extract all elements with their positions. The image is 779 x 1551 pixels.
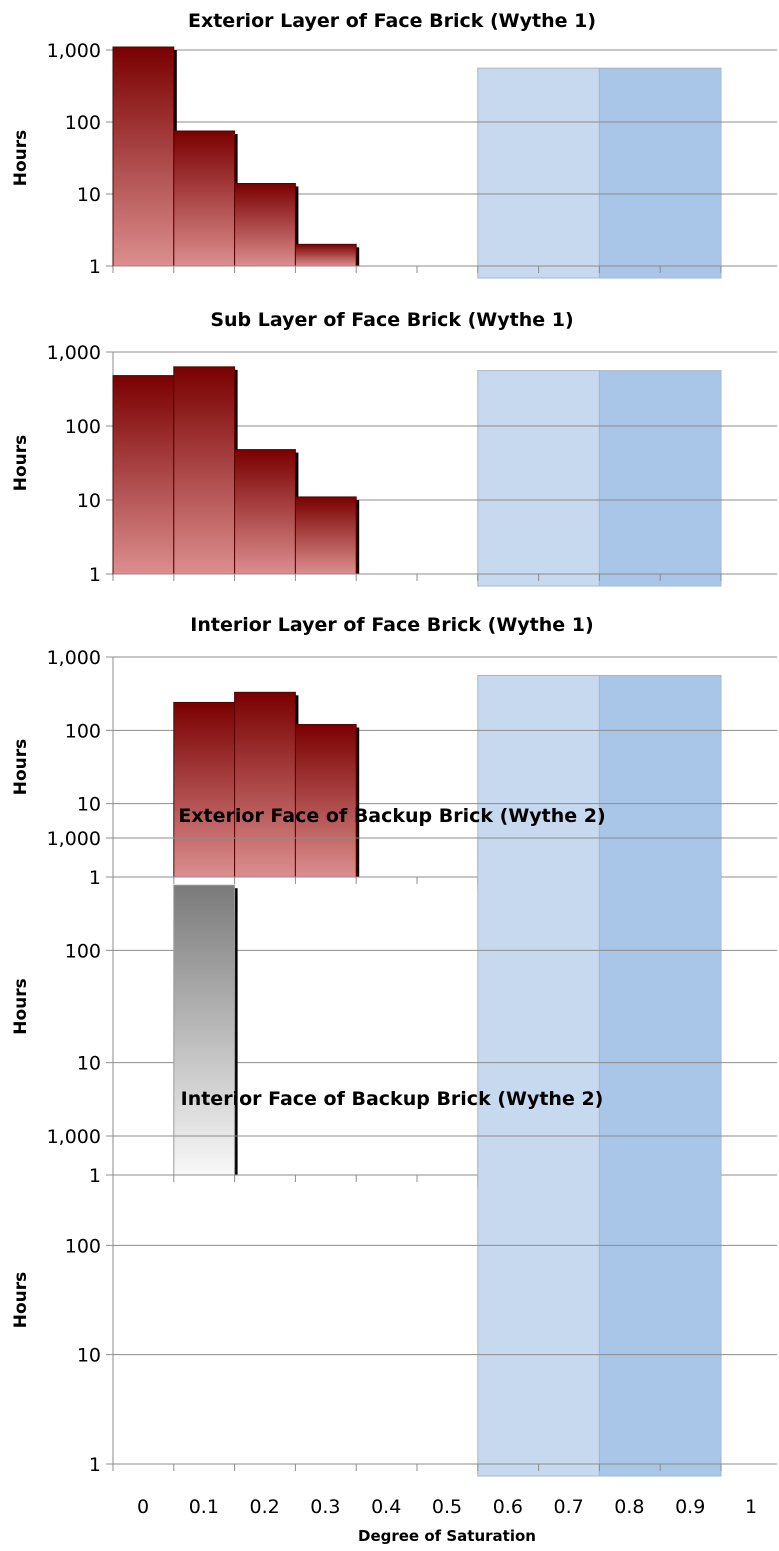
y-tick-label: 10 bbox=[77, 1345, 101, 1367]
x-tick-label: 0.8 bbox=[614, 1496, 644, 1518]
x-tick-label: 0.3 bbox=[310, 1496, 340, 1518]
y-tick-label: 1,000 bbox=[47, 1126, 101, 1148]
saturation-zone bbox=[598, 67, 722, 279]
x-axis: 0 0.1 0.2 0.3 0.4 0.5 0.6 0.7 0.8 0.9 1 Degree of S… bbox=[137, 1496, 757, 1545]
y-tick-label: 100 bbox=[65, 416, 101, 438]
y-tick-label: 100 bbox=[65, 720, 101, 742]
y-tick-label: 1 bbox=[89, 256, 101, 278]
bar bbox=[234, 182, 296, 267]
x-tick-label: 0.1 bbox=[189, 1496, 219, 1518]
y-axis-label: Hours bbox=[11, 978, 31, 1035]
saturation-zone bbox=[598, 370, 722, 587]
bar bbox=[173, 884, 236, 1176]
y-tick-label: 10 bbox=[77, 1053, 101, 1075]
x-tick-label: 0.4 bbox=[371, 1496, 401, 1518]
y-tick-label: 1,000 bbox=[47, 342, 101, 364]
chart-title: Sub Layer of Face Brick (Wythe 1) bbox=[210, 309, 573, 331]
bar-shadow bbox=[355, 247, 360, 266]
bar-shadow bbox=[355, 727, 360, 877]
x-tick-label: 0.9 bbox=[675, 1496, 705, 1518]
bar bbox=[294, 724, 357, 878]
y-axis-label: Hours bbox=[11, 130, 31, 187]
bar-shadow bbox=[294, 186, 299, 266]
y-tick-label: 100 bbox=[65, 112, 101, 134]
x-tick-label: 0.2 bbox=[249, 1496, 279, 1518]
bar bbox=[294, 496, 357, 575]
y-axis-label: Hours bbox=[11, 1272, 31, 1329]
x-tick-label: 1 bbox=[745, 1496, 757, 1518]
y-tick-label: 1 bbox=[89, 867, 101, 889]
y-axis-label: Hours bbox=[11, 739, 31, 796]
chart-panel: Interior Face of Backup Brick (Wythe 2) 1… bbox=[11, 1088, 777, 1477]
bar-shadow bbox=[233, 888, 238, 1175]
bar bbox=[294, 243, 357, 267]
bar bbox=[112, 375, 175, 575]
chart-title: Exterior Face of Backup Brick (Wythe 2) bbox=[178, 805, 605, 827]
y-tick-label: 10 bbox=[77, 794, 101, 816]
bar bbox=[234, 449, 296, 575]
saturation-zone bbox=[477, 837, 600, 1188]
chart-title: Exterior Layer of Face Brick (Wythe 1) bbox=[188, 10, 596, 32]
y-tick-label: 1 bbox=[89, 1454, 101, 1476]
saturation-zone bbox=[477, 1135, 600, 1477]
bar bbox=[173, 701, 236, 878]
chart-title: Interior Layer of Face Brick (Wythe 1) bbox=[190, 614, 593, 636]
y-tick-label: 100 bbox=[65, 1235, 101, 1257]
chart-panel: Exterior Face of Backup Brick (Wythe 2) 1… bbox=[11, 805, 777, 1188]
y-tick-label: 10 bbox=[77, 490, 101, 512]
chart-panel: Sub Layer of Face Brick (Wythe 1) 1 10 100 1… bbox=[11, 309, 777, 587]
y-tick-label: 1,000 bbox=[47, 40, 101, 62]
bar bbox=[234, 691, 296, 878]
chart-panel: Exterior Layer of Face Brick (Wythe 1) 1 1… bbox=[11, 10, 777, 279]
bar-shadow bbox=[355, 499, 360, 574]
bar bbox=[173, 366, 236, 575]
x-axis-label: Degree of Saturation bbox=[358, 1527, 536, 1545]
x-tick-label: 0.7 bbox=[553, 1496, 583, 1518]
saturation-zone bbox=[477, 370, 600, 587]
bar bbox=[173, 130, 236, 267]
y-axis-label: Hours bbox=[11, 435, 31, 492]
y-tick-label: 1,000 bbox=[47, 647, 101, 669]
y-tick-label: 10 bbox=[77, 184, 101, 206]
x-tick-label: 0.5 bbox=[432, 1496, 462, 1518]
saturation-zone bbox=[598, 1135, 722, 1477]
y-tick-label: 1,000 bbox=[47, 828, 101, 850]
bar bbox=[112, 46, 175, 267]
y-tick-label: 1 bbox=[89, 1165, 101, 1187]
saturation-zone bbox=[477, 67, 600, 279]
chart-panels: Exterior Layer of Face Brick (Wythe 1) 1 1… bbox=[11, 10, 777, 1477]
x-tick-label: 0.6 bbox=[493, 1496, 523, 1518]
x-tick-label: 0 bbox=[137, 1496, 149, 1518]
y-tick-label: 1 bbox=[89, 564, 101, 586]
y-tick-label: 100 bbox=[65, 940, 101, 962]
chart-title: Interior Face of Backup Brick (Wythe 2) bbox=[181, 1088, 604, 1110]
saturation-zone bbox=[598, 837, 722, 1188]
